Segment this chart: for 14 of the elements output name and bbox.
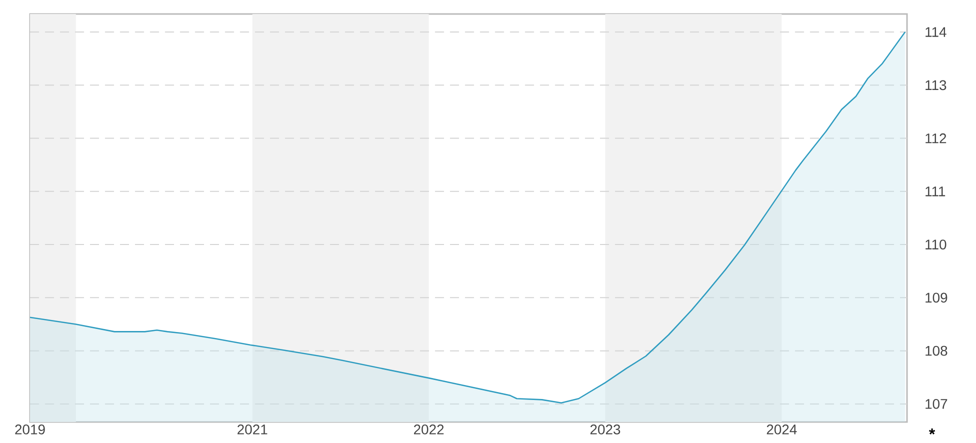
x-tick-label: 2019 xyxy=(15,424,45,434)
y-tick-label: 110 xyxy=(926,240,946,250)
y-tick-label: 112 xyxy=(926,133,946,144)
text: * xyxy=(928,428,936,434)
y-tick-label: 108 xyxy=(926,346,948,356)
x-tick-label: 2024 xyxy=(766,424,797,434)
x-tick-label: 2021 xyxy=(238,424,268,434)
y-tick-label: 114 xyxy=(926,27,946,37)
x-tick-label: 2023 xyxy=(590,424,620,434)
y-tick-label: 113 xyxy=(926,80,946,90)
y-tick-label: 107 xyxy=(926,398,948,409)
x-tick-label: 2022 xyxy=(414,424,444,434)
y-tick-label: 109 xyxy=(926,292,948,303)
y-tick-label: 111 xyxy=(926,186,946,196)
